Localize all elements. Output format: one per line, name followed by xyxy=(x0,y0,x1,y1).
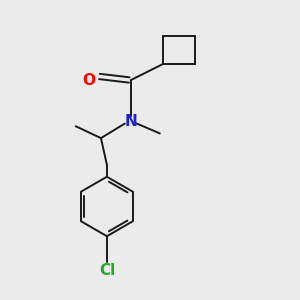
Text: O: O xyxy=(82,73,96,88)
Text: Cl: Cl xyxy=(99,263,115,278)
Text: N: N xyxy=(124,114,137,129)
